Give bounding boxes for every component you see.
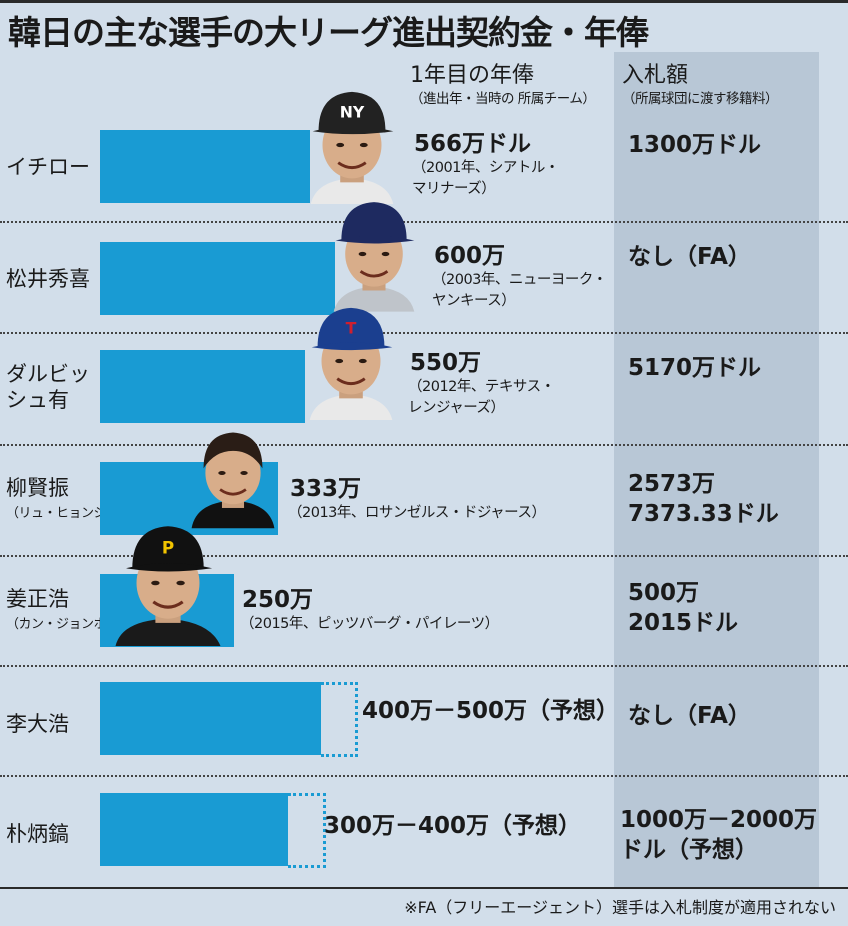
bid-amount: 500万 (628, 580, 700, 606)
salary-value-label: 250万 (242, 587, 314, 613)
ryu-photo (187, 412, 279, 534)
salary-bar (100, 793, 288, 866)
player-name-text: ダルビッ (6, 362, 90, 386)
bid-column-background (614, 52, 819, 888)
row-separator (0, 221, 848, 223)
player-name: 姜正浩 （カン・ジョンホ） (6, 586, 119, 638)
footnote: ※FA（フリーエージェント）選手は入札制度が適用されない (404, 898, 836, 917)
salary-header: 1年目の年俸 （進出年・当時の 所属チーム） (410, 62, 610, 108)
bid-amount: 7373.33ドル (628, 501, 779, 527)
bid-amount: なし（FA） (628, 244, 751, 270)
player-name-text: 朴炳鎬 (6, 822, 69, 846)
bid-amount: ドル（予想） (620, 837, 758, 863)
player-name: 朴炳鎬 (6, 821, 69, 847)
svg-text:P: P (162, 538, 174, 558)
salary-detail: （2001年、シアトル・ (412, 160, 559, 176)
salary-bar-expected-range (288, 793, 326, 868)
salary-detail: ヤンキース） (432, 293, 516, 309)
bid-amount: 2573万 (628, 471, 716, 497)
player-name-text: 柳賢振 (6, 476, 69, 500)
salary-detail: （2012年、テキサス・ (408, 379, 555, 395)
bid-header: 入札額 （所属球団に渡す移籍料） (622, 62, 822, 108)
bid-amount: 1000万－2000万 (620, 807, 818, 833)
bid-amount: 2015ドル (628, 610, 739, 636)
salary-value-label: 400万－500万（予想） (362, 698, 620, 724)
top-rule (0, 0, 848, 3)
salary-header-note: （進出年・当時の 所属チーム） (410, 91, 596, 107)
ichiro-photo: NY (298, 86, 406, 204)
row-separator (0, 775, 848, 777)
darvish-photo: T (296, 302, 406, 420)
player-name: 松井秀喜 (6, 266, 90, 292)
row-separator (0, 665, 848, 667)
salary-value-label: 566万ドル (414, 131, 532, 157)
kang-photo: P (112, 520, 224, 646)
salary-bar-expected-range (321, 682, 358, 757)
chart-title: 韓日の主な選手の大リーグ進出契約金・年俸 (8, 13, 649, 52)
player-name-text: 姜正浩 (6, 587, 69, 611)
svg-text:NY: NY (340, 102, 365, 121)
salary-detail: マリナーズ） (412, 181, 496, 197)
salary-value-label: 550万 (410, 350, 482, 376)
bottom-rule (0, 887, 848, 889)
salary-bar (100, 130, 310, 203)
salary-value-label: 600万 (434, 243, 506, 269)
player-name-reading: （カン・ジョンホ） (6, 617, 119, 632)
player-name: 李大浩 (6, 711, 69, 737)
player-name-text: 松井秀喜 (6, 267, 90, 291)
bid-amount: 1300万ドル (628, 132, 762, 158)
row-separator (0, 444, 848, 446)
salary-detail: （2013年、ロサンゼルス・ドジャース） (288, 505, 546, 521)
salary-bar (100, 242, 335, 315)
bid-amount: なし（FA） (628, 703, 751, 729)
matsui-photo (326, 190, 422, 318)
salary-value-label: 333万 (290, 476, 362, 502)
row-separator (0, 332, 848, 334)
bid-amount: 5170万ドル (628, 355, 762, 381)
salary-value-label: 300万－400万（予想） (324, 813, 582, 839)
player-name-text: イチロー (6, 155, 90, 179)
player-name-text-line2: シュ有 (6, 388, 69, 412)
row-separator (0, 555, 848, 557)
salary-detail: （2003年、ニューヨーク・ (432, 272, 607, 288)
bid-header-label: 入札額 (622, 63, 689, 88)
salary-detail: （2015年、ピッツバーグ・パイレーツ） (240, 616, 499, 632)
player-name: イチロー (6, 154, 90, 180)
player-name: ダルビッ シュ有 (6, 361, 90, 413)
salary-detail: レンジャーズ） (408, 400, 505, 416)
salary-header-label: 1年目の年俸 (410, 63, 534, 88)
player-name-text: 李大浩 (6, 712, 69, 736)
bid-header-note: （所属球団に渡す移籍料） (622, 91, 779, 107)
svg-text:T: T (346, 318, 357, 337)
salary-bar (100, 350, 305, 423)
salary-bar (100, 682, 321, 755)
